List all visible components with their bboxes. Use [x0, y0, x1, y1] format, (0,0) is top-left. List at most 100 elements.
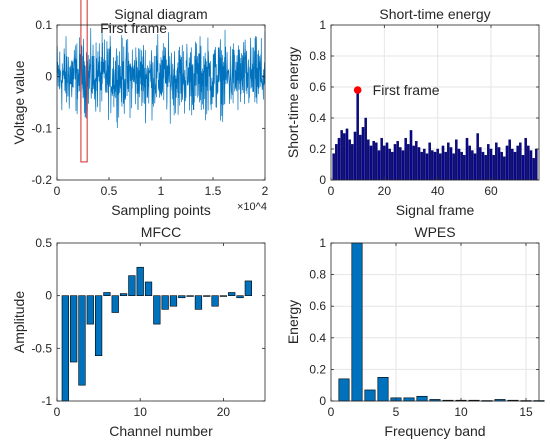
y-tick-label: 0.8	[309, 49, 326, 63]
energy-bar	[476, 133, 479, 181]
x-tick-label: 0	[328, 405, 335, 419]
mfcc-bar	[128, 275, 136, 296]
y-axis-label: Voltage value	[11, 60, 27, 144]
energy-bar	[367, 139, 370, 181]
x-axis-label: Sampling points	[111, 202, 211, 218]
energy-bar	[508, 139, 511, 181]
energy-bar	[519, 142, 522, 181]
wpes-bar	[377, 376, 389, 402]
mfcc-bar	[119, 293, 128, 296]
first-frame-label: First frame	[100, 20, 167, 36]
energy-bar	[340, 130, 343, 181]
mfcc-bar	[111, 295, 119, 313]
energy-bar	[391, 151, 394, 181]
energy-bar	[452, 153, 455, 181]
energy-bar	[332, 153, 335, 181]
energy-bar	[385, 142, 389, 181]
energy-bar	[415, 141, 418, 181]
mfcc-bar	[144, 281, 153, 296]
energy-bar	[481, 151, 485, 181]
mfcc-bar	[78, 295, 86, 386]
energy-bar	[348, 139, 351, 181]
chart-title: Short-time energy	[379, 6, 490, 22]
x-tick-label: 40	[431, 184, 445, 198]
x-axis-label: Channel number	[109, 423, 213, 439]
x-tick-label: 0	[54, 405, 61, 419]
mfcc-bar	[236, 295, 244, 299]
energy-bar	[479, 147, 482, 181]
y-axis-label: Energy	[285, 300, 301, 344]
energy-bar	[423, 148, 426, 181]
x-tick-label: 0.5	[101, 184, 118, 198]
y-tick-label: 0.2	[309, 142, 326, 156]
chart-title: WPES	[414, 224, 455, 240]
energy-bar	[335, 144, 338, 181]
y-tick-label: 0.5	[35, 236, 52, 250]
y-tick-label: 0.4	[309, 331, 326, 345]
mfcc-bar	[244, 280, 252, 296]
wpes-bar	[403, 397, 415, 402]
plot-frame	[330, 242, 540, 402]
wpes-bar	[416, 395, 428, 402]
energy-bar	[447, 142, 450, 181]
y-tick-label: 1	[319, 236, 326, 250]
plot-frame	[330, 24, 540, 181]
energy-bar	[441, 145, 445, 181]
y-tick-label: 0	[45, 70, 52, 84]
mfcc-bar	[169, 295, 178, 307]
y-tick-label: 0.6	[309, 299, 326, 313]
energy-bar	[503, 156, 506, 181]
x-axis-label: Signal frame	[396, 202, 475, 218]
energy-bar	[524, 137, 527, 181]
wpes-bar	[338, 378, 350, 402]
y-tick-label: 0	[45, 289, 52, 303]
y-tick-label: -1	[41, 394, 52, 408]
energy-bar	[393, 144, 397, 181]
energy-bar	[495, 142, 498, 181]
x-tick-label: 1	[158, 184, 165, 198]
energy-bar	[484, 154, 487, 181]
energy-bar	[412, 145, 415, 181]
x-tick-label: 15	[519, 405, 533, 419]
x-tick-label: 2	[262, 184, 269, 198]
energy-bar	[436, 148, 439, 181]
y-tick-label: -0.5	[31, 341, 52, 355]
y-tick-label: 0.1	[35, 18, 52, 32]
energy-bar	[380, 137, 383, 181]
y-axis-label: Short-time energy	[285, 47, 301, 158]
energy-bar	[535, 148, 538, 181]
energy-bar	[431, 150, 434, 181]
energy-bar	[457, 148, 461, 181]
mfcc-bar	[186, 295, 194, 297]
energy-bar	[399, 147, 402, 181]
energy-bar	[375, 142, 378, 181]
energy-bar	[356, 89, 359, 181]
mfcc-bar	[136, 266, 144, 296]
energy-bar	[529, 150, 533, 181]
y-tick-label: -0.1	[31, 121, 52, 135]
mfcc-bar	[211, 295, 219, 307]
energy-bar	[401, 150, 405, 181]
energy-bar	[463, 154, 466, 181]
energy-bar	[511, 148, 514, 181]
energy-bar	[487, 144, 490, 181]
x-tick-label: 10	[134, 405, 148, 419]
x-tick-label: 5	[393, 405, 400, 419]
energy-bar	[425, 153, 429, 181]
energy-bar	[449, 147, 453, 181]
energy-bar	[468, 145, 471, 181]
energy-bar	[497, 147, 501, 181]
mfcc-bar	[203, 295, 211, 297]
energy-bar	[489, 148, 493, 181]
x-tick-label: 20	[217, 405, 231, 419]
energy-bar	[361, 127, 365, 181]
y-tick-label: 1	[319, 18, 326, 32]
energy-bar	[353, 131, 357, 181]
y-tick-label: 0	[319, 394, 326, 408]
x-tick-label: 60	[484, 184, 498, 198]
energy-bar	[473, 153, 477, 181]
mfcc-bar	[103, 292, 111, 296]
energy-bar	[433, 151, 437, 181]
energy-bar	[516, 145, 519, 181]
